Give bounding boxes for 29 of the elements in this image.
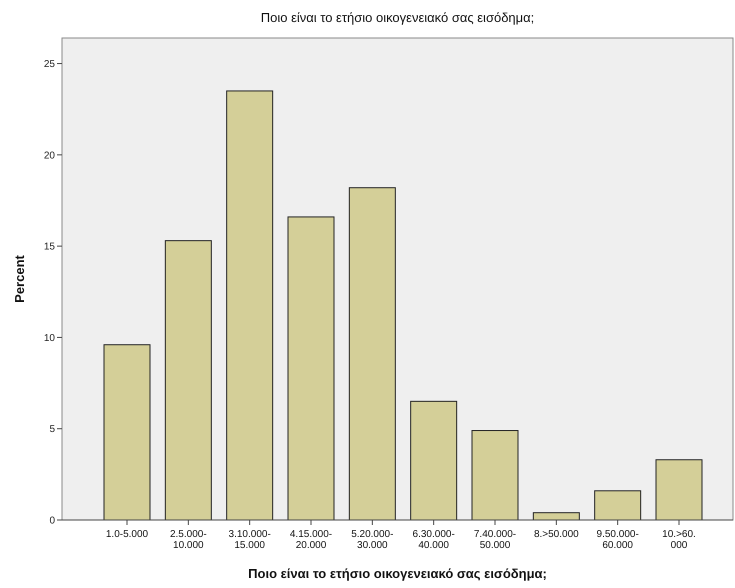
x-axis-title: Ποιο είναι το ετήσιο οικογενειακό σας εισόδημα; [248, 566, 547, 581]
x-tick-label: 6.30.000-40.000 [412, 529, 455, 551]
bar [532, 512, 580, 520]
bar [348, 187, 396, 520]
x-tick-label: 8.>50.000 [534, 529, 580, 540]
y-axis-title: Percent [12, 254, 27, 303]
bar [472, 430, 518, 520]
chart-title: Ποιο είναι το ετήσιο οικογενειακό σας εισόδημα; [260, 10, 534, 25]
y-tick-label: 10 [44, 332, 56, 344]
x-tick-label: 2.5.000-10.000 [170, 529, 207, 551]
bar [164, 240, 212, 520]
x-tick-label: 3.10.000-15.000 [228, 529, 271, 551]
x-tick-label: 1.0-5.000 [106, 529, 149, 540]
y-tick-label: 5 [49, 424, 56, 436]
y-tick-label: 15 [44, 242, 56, 253]
x-tick-label: 5.20.000-30.000 [351, 529, 394, 551]
x-tick-label: 10.>60.000 [662, 529, 696, 551]
bar [226, 90, 274, 520]
bar [656, 459, 702, 520]
x-tick-label: 7.40.000-50.000 [474, 529, 516, 551]
y-tick-label: 0 [49, 516, 56, 526]
bar [594, 490, 642, 520]
y-tick-label: 25 [44, 59, 56, 70]
bar [410, 400, 458, 520]
bar [104, 344, 150, 520]
x-tick-label: 9.50.000-60.000 [596, 529, 639, 551]
x-tick-label: 4.15.000-20.000 [290, 529, 332, 551]
y-tick-label: 20 [44, 150, 56, 162]
bar [288, 216, 334, 520]
